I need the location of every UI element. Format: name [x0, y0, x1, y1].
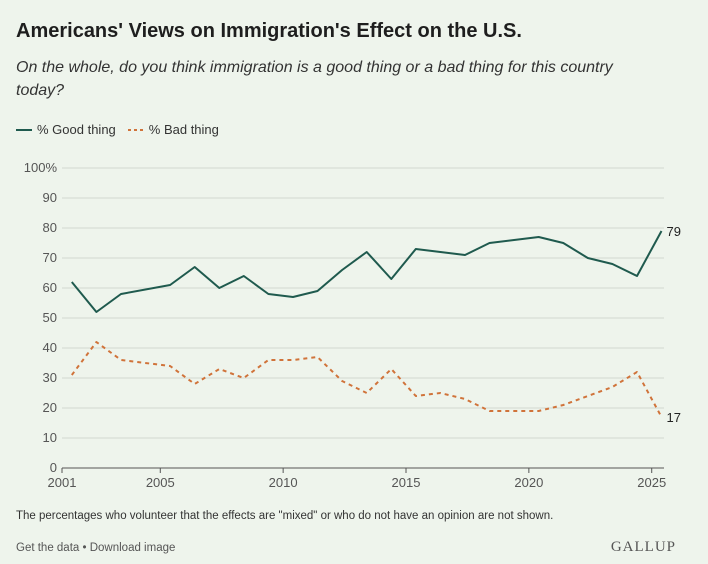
legend-item-bad: % Bad thing: [127, 122, 219, 137]
y-tick-label: 80: [43, 220, 57, 235]
x-tick-label: 2020: [514, 475, 543, 490]
y-tick-label: 90: [43, 190, 57, 205]
y-tick-label: 20: [43, 400, 57, 415]
y-tick-label: 30: [43, 370, 57, 385]
x-tick-label: 2001: [48, 475, 77, 490]
y-tick-label: 70: [43, 250, 57, 265]
download-image-link[interactable]: Download image: [89, 542, 176, 554]
y-tick-label: 40: [43, 340, 57, 355]
y-tick-label: 0: [50, 460, 57, 475]
footer-separator: •: [79, 542, 90, 554]
y-tick-label: 100%: [24, 160, 58, 175]
chart-note: The percentages who volunteer that the e…: [16, 510, 554, 522]
legend-bad-label: % Bad thing: [148, 122, 219, 137]
gallup-logo: GALLUP: [610, 539, 676, 555]
legend-bad-swatch: [127, 128, 144, 131]
get-data-link[interactable]: Get the data: [16, 542, 80, 554]
y-tick-label: 10: [43, 430, 57, 445]
end-label-bad: 17: [667, 410, 681, 425]
x-tick-label: 2015: [392, 475, 421, 490]
legend-item-good: % Good thing: [16, 122, 116, 137]
x-tick-label: 2010: [269, 475, 298, 490]
line-chart: 0 10 20 30 40 50 60 70 80 90 100% 2001 2005 2010 2015 2…: [24, 160, 681, 490]
chart-title: Americans' Views on Immigration's Effect…: [16, 20, 522, 42]
legend-good-label: % Good thing: [37, 122, 116, 137]
x-tick-label: 2025: [637, 475, 666, 490]
chart-subtitle: On the whole, do you think immigration i…: [16, 59, 613, 99]
y-tick-label: 50: [43, 310, 57, 325]
legend-good-swatch: [16, 128, 32, 131]
chart-legend: % Good thing % Bad thing: [16, 122, 231, 137]
series-line-good: [71, 230, 663, 313]
footer-links: Get the data • Download image: [16, 542, 175, 554]
x-tick-label: 2005: [146, 475, 175, 490]
y-tick-label: 60: [43, 280, 57, 295]
end-label-good: 79: [667, 224, 681, 239]
series-line-bad: [70, 341, 663, 418]
